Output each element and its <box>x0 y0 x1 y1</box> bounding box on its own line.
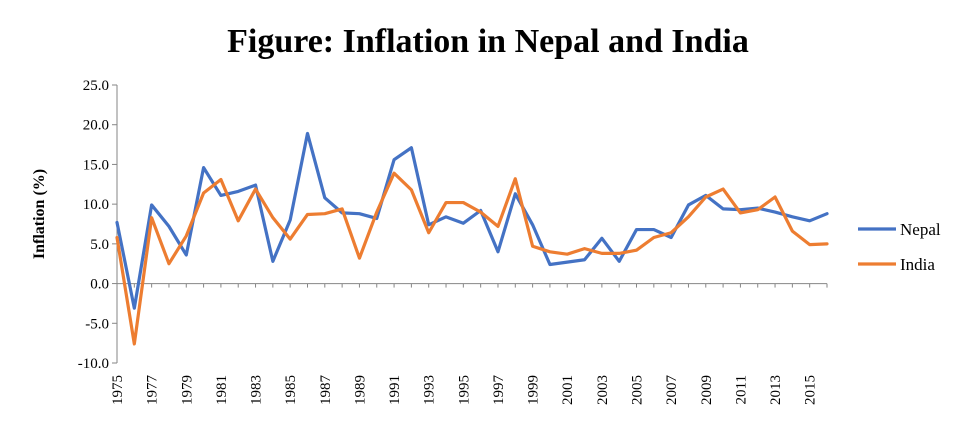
x-tick-label: 1999 <box>526 375 542 405</box>
x-tick-label: 1993 <box>422 375 438 405</box>
x-tick-label: 2015 <box>803 375 819 405</box>
x-tick-label: 1983 <box>249 375 265 405</box>
x-tick-label: 2011 <box>733 375 749 404</box>
legend: Nepal India <box>858 220 941 274</box>
y-axis-label: Inflation (%) <box>31 169 48 259</box>
y-tick-label: 25.0 <box>83 78 109 94</box>
x-tick-label: 1997 <box>491 375 507 406</box>
x-tick-label: 2013 <box>768 375 784 405</box>
x-tick-label: 1981 <box>214 375 230 405</box>
y-tick-label: 20.0 <box>83 118 109 134</box>
x-tick-label: 2001 <box>560 375 576 405</box>
y-tick-label: 15.0 <box>83 157 109 173</box>
y-tick-label: -5.0 <box>85 316 109 332</box>
legend-label-india: India <box>900 255 935 274</box>
x-tick-label: 1985 <box>283 375 299 405</box>
x-tick-label: 1995 <box>456 375 472 405</box>
legend-label-nepal: Nepal <box>900 220 941 239</box>
series-line-india <box>115 171 829 346</box>
x-tick-label: 2005 <box>630 375 646 405</box>
x-tick-label: 1989 <box>352 375 368 405</box>
y-tick-label: 10.0 <box>83 197 109 213</box>
x-tick-label: 1987 <box>318 375 334 406</box>
x-tick-label: 1975 <box>110 375 126 405</box>
chart-title: Figure: Inflation in Nepal and India <box>227 23 749 60</box>
x-tick-label: 2009 <box>699 375 715 405</box>
y-tick-label: 0.0 <box>90 277 109 293</box>
x-tick-label: 1977 <box>145 375 161 406</box>
x-tick-label: 2007 <box>664 375 680 406</box>
series-line-nepal <box>115 131 829 310</box>
x-tick-label: 1991 <box>387 375 403 405</box>
x-tick-label: 2003 <box>595 375 611 405</box>
y-tick-label: -10.0 <box>78 356 109 372</box>
y-tick-label: 5.0 <box>90 237 109 253</box>
x-tick-label: 1979 <box>179 375 195 405</box>
